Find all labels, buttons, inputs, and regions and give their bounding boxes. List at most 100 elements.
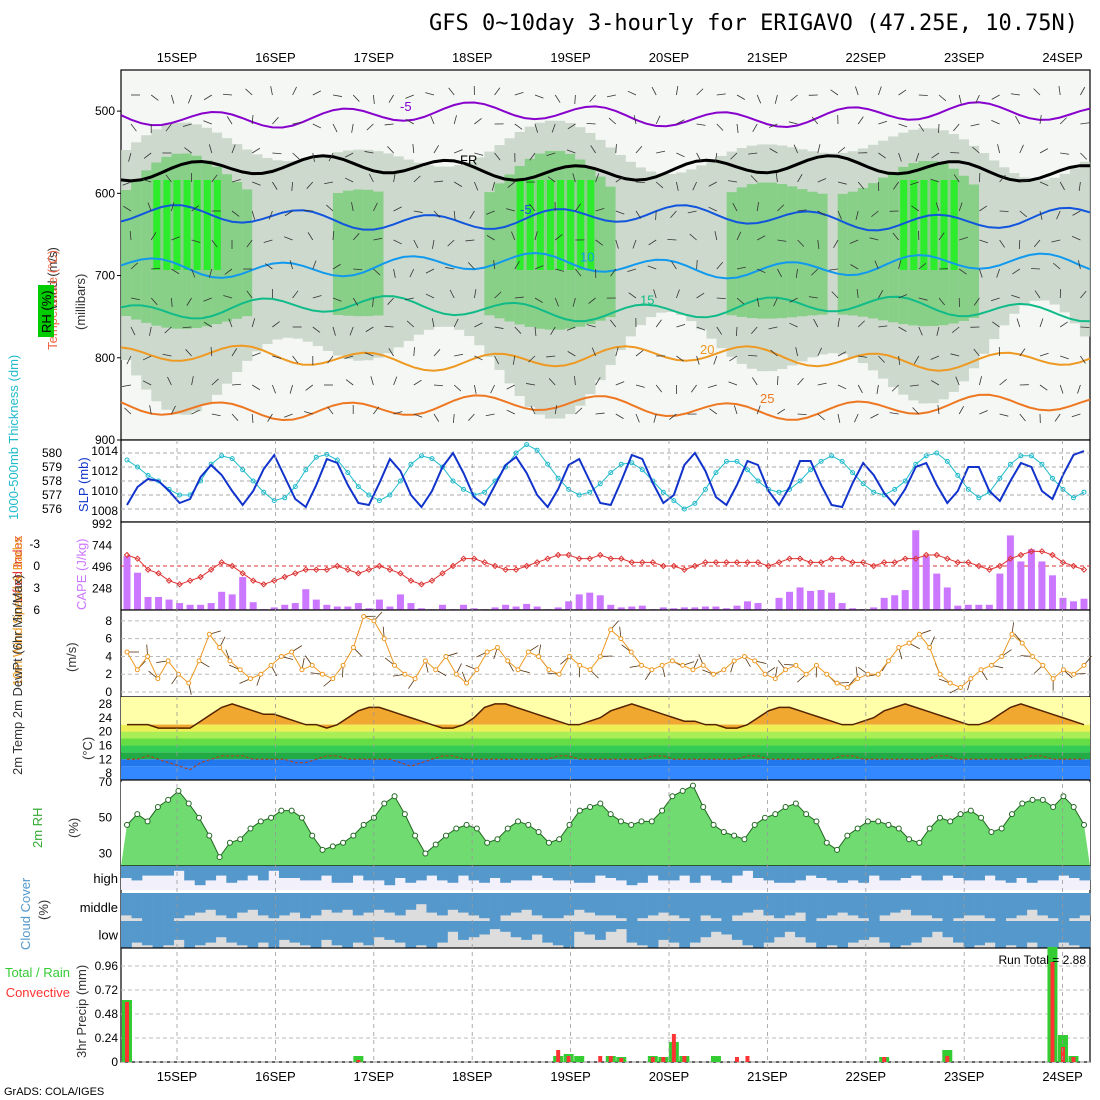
cloud-bar-high — [816, 866, 827, 878]
wind-barb — [365, 326, 374, 333]
wind-barb — [635, 181, 646, 184]
wind-barb — [768, 326, 778, 330]
rh-point — [1019, 800, 1026, 807]
precip-total-bar — [574, 1056, 585, 1062]
wind-speed-point — [268, 662, 274, 668]
li-point — [754, 559, 762, 566]
rh-shade-moist — [332, 192, 344, 315]
wind-barb — [911, 205, 920, 212]
wind-barb — [231, 210, 240, 217]
thickness-point — [282, 495, 288, 501]
wind-barb — [878, 355, 885, 363]
rh-point — [844, 832, 851, 839]
wind-barb — [898, 326, 907, 332]
wind-barb — [595, 239, 604, 246]
cloud-bar-high — [805, 866, 817, 876]
wind-barb — [272, 181, 278, 190]
cloud-bar-low — [552, 921, 564, 946]
thickness-point — [387, 492, 393, 498]
cloud-bar-low — [152, 921, 164, 948]
cape-bar — [228, 594, 236, 610]
wind-barb — [635, 384, 645, 388]
rh-unit: (%) — [66, 818, 81, 838]
thickness-point — [1007, 461, 1013, 467]
wind-barb — [756, 202, 760, 212]
rh-point — [803, 811, 810, 818]
wind-barb — [936, 326, 940, 336]
rh-label: 2m RH — [30, 808, 45, 848]
thickness-point — [797, 478, 803, 484]
thickness-point — [660, 489, 666, 495]
wind-barb — [696, 123, 706, 126]
li-point — [355, 570, 362, 577]
wind-speed-point — [824, 671, 830, 677]
wind-speed-point — [1030, 653, 1036, 659]
rh-shade-moist — [595, 176, 606, 321]
precip-conv-bar — [734, 1057, 739, 1062]
wind-barb — [870, 413, 879, 419]
wind-barb — [351, 202, 354, 212]
cape-bar — [933, 573, 941, 610]
thickness-point — [545, 461, 551, 467]
li-point — [723, 559, 730, 566]
wind-speed-point — [422, 658, 428, 664]
cloud-bar-high — [184, 866, 196, 881]
thickness-point — [976, 495, 982, 501]
wind-barb — [373, 202, 378, 212]
wind-barb — [915, 152, 920, 162]
slp-tick-label: 1008 — [91, 504, 118, 518]
rh-shade-column — [312, 156, 323, 347]
rh-point — [412, 832, 419, 839]
rh-point — [1039, 796, 1046, 803]
thickness-label: 1000-500mb Thickness (dm) — [6, 355, 21, 520]
thickness-point — [618, 461, 624, 467]
cloud-bar-high — [974, 866, 985, 881]
wind-barb — [529, 203, 536, 212]
date-label-bottom: 23SEP — [944, 1069, 984, 1084]
thickness-point — [829, 453, 835, 459]
wind-barb — [534, 297, 543, 303]
rh-point — [556, 836, 563, 843]
wind-barb — [615, 347, 619, 357]
li-point — [912, 555, 919, 562]
cloud-bar-low — [121, 921, 132, 948]
wind-barb — [514, 326, 522, 334]
wind-barb — [124, 407, 132, 415]
thickness-point — [860, 481, 866, 487]
wind-barb — [975, 94, 980, 104]
cloud-bar-middle — [426, 893, 438, 913]
wind-barb — [211, 413, 221, 417]
wind-barb — [413, 239, 419, 249]
precip-conv-bar — [650, 1057, 655, 1062]
wind-speed-point — [721, 667, 727, 673]
cloud-bar-low — [805, 921, 817, 943]
wind-barb — [1080, 122, 1090, 125]
cloud-bar-high — [763, 866, 775, 881]
cloud-bar-high — [236, 866, 248, 881]
wind-barb — [413, 413, 423, 418]
wind-barb — [1072, 235, 1081, 241]
wind-barb — [999, 379, 1007, 386]
wind-barb — [352, 94, 360, 102]
cloud-bar-low — [731, 921, 743, 940]
cloud-bar-middle — [268, 893, 280, 919]
cloud-bar-middle — [163, 893, 174, 921]
rh-shade-saturated — [536, 180, 544, 270]
wind-barb — [918, 297, 928, 301]
wind-barb — [1080, 86, 1086, 96]
wind-barb — [676, 119, 685, 125]
thickness-point — [955, 472, 961, 478]
rh-shade-saturated — [587, 180, 595, 270]
li-point — [954, 559, 962, 566]
wind-barb — [432, 239, 435, 249]
wind-barb — [615, 381, 625, 386]
wind-barb — [938, 297, 945, 306]
wind-barb — [224, 268, 233, 275]
date-label-top: 17SEP — [354, 50, 394, 65]
wind-barb — [546, 355, 556, 358]
rh-shade-moist — [494, 183, 505, 319]
wind-barb — [393, 239, 402, 245]
wind-barb — [979, 376, 982, 386]
rh-point — [463, 821, 470, 828]
